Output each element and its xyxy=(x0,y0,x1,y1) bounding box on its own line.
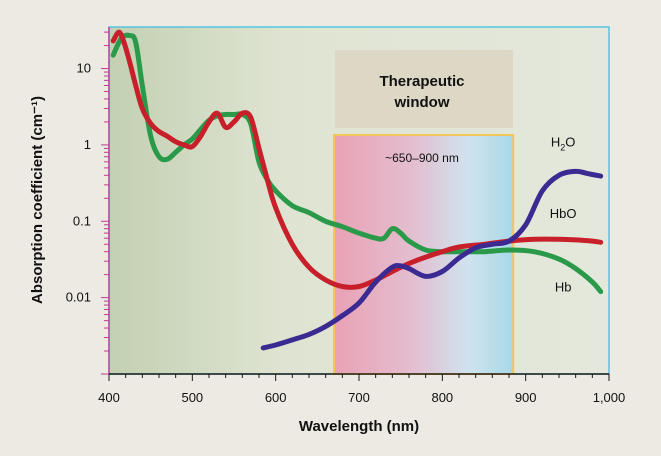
y-axis-title: Absorption coefficient (cm⁻¹) xyxy=(29,96,46,304)
x-tick-label: 1,000 xyxy=(593,390,626,405)
x-tick-label: 400 xyxy=(98,390,120,405)
y-tick-label: 10 xyxy=(77,61,91,76)
x-tick-label: 500 xyxy=(181,390,203,405)
series-label-hbo: HbO xyxy=(550,206,577,221)
series-line-h2o xyxy=(260,168,604,351)
axis-layer: 400 500 600 700 800 900 1,000 0.01 0.1 1 10 xyxy=(66,31,626,405)
therapeutic-window-band xyxy=(333,134,515,375)
y-tick-label: 0.1 xyxy=(73,213,91,228)
therapeutic-window-title-box xyxy=(335,50,513,128)
y-tick-label: 0.01 xyxy=(66,290,91,305)
therapeutic-window-title-line2: window xyxy=(394,94,450,111)
x-tick-label: 800 xyxy=(431,390,453,405)
x-tick-label: 700 xyxy=(348,390,370,405)
x-axis-title: Wavelength (nm) xyxy=(299,418,419,435)
therapeutic-window-range-label: ~650–900 nm xyxy=(385,151,459,165)
series-label-h2o: H2O xyxy=(551,135,576,153)
series-label-layer: Hb HbO H2O xyxy=(550,135,577,295)
therapeutic-window-title-line1: Therapeutic xyxy=(379,73,464,90)
series-label-hb: Hb xyxy=(555,280,572,295)
series-layer xyxy=(110,29,604,351)
x-tick-label: 900 xyxy=(515,390,537,405)
series-line-hbo xyxy=(110,29,604,290)
x-tick-label: 600 xyxy=(265,390,287,405)
y-tick-label: 1 xyxy=(84,137,91,152)
